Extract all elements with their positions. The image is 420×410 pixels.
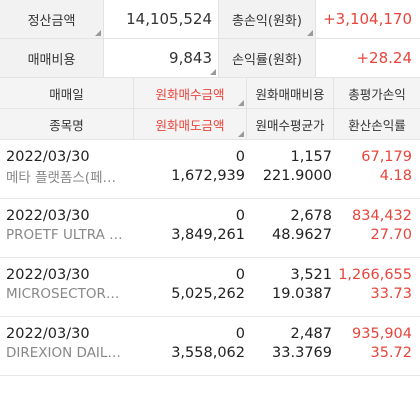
buy-amount: 0 [235, 325, 245, 342]
col-trade-date[interactable]: 매매일 [0, 78, 134, 108]
header-row-1: 매매일 원화매수금액 원화매매비용 총평가손익 [0, 78, 420, 109]
trading-cost-label: 매매비용 [0, 39, 104, 77]
trade-list: 2022/03/30 0 1,157 67,179 메타 플랫폼스(페… 1,6… [0, 140, 420, 376]
avg-buy-price: 48.9627 [272, 226, 332, 243]
sell-amount: 3,849,261 [171, 226, 245, 243]
summary-row-1: 정산금액 14,105,524 총손익(원화) +3,104,170 [0, 0, 420, 38]
col-total-eval-pnl[interactable]: 총평가손익 [348, 86, 406, 102]
trade-date: 2022/03/30 [6, 148, 90, 165]
pnl-rate: 33.73 [370, 285, 412, 302]
table-row[interactable]: 2022/03/30 0 2,678 834,432 PROETF ULTRA … [0, 199, 420, 258]
trade-date: 2022/03/30 [6, 207, 90, 224]
buy-amount: 0 [235, 207, 245, 224]
sell-amount: 3,558,062 [171, 344, 245, 361]
stock-name: 메타 플랫폼스(페… [6, 169, 116, 186]
avg-buy-price: 33.3769 [272, 344, 332, 361]
trade-cost: 3,521 [290, 266, 332, 283]
total-eval-pnl: 834,432 [352, 207, 412, 224]
header-row-2: 종목명 원화매도금액 원매수평균가 환산손익률 [0, 109, 420, 140]
col-converted-pnl-rate[interactable]: 환산손익률 [348, 117, 406, 133]
summary-row-2: 매매비용 9,843 손익률(원화) +28.24 [0, 38, 420, 77]
total-eval-pnl: 1,266,655 [338, 266, 412, 283]
settlement-amount-value: 14,105,524 [104, 0, 219, 38]
pnl-rate: 35.72 [370, 344, 412, 361]
avg-buy-price: 221.9000 [262, 167, 332, 184]
table-row[interactable]: 2022/03/30 0 1,157 67,179 메타 플랫폼스(페… 1,6… [0, 140, 420, 199]
trade-cost: 2,678 [290, 207, 332, 224]
trade-cost: 1,157 [290, 148, 332, 165]
total-pnl-label[interactable]: 총손익(원화) [219, 0, 316, 38]
col-stock-name[interactable]: 종목명 [0, 109, 134, 139]
col-krw-trade-cost[interactable]: 원화매매비용 [247, 78, 334, 108]
pnl-rate-value: +28.24 [356, 49, 412, 67]
summary-panel: 정산금액 14,105,524 총손익(원화) +3,104,170 매매비용 … [0, 0, 420, 78]
col-krw-buy-amount[interactable]: 원화매수금액 [134, 78, 247, 108]
table-row[interactable]: 2022/03/30 0 2,487 935,904 DIREXION DAIL… [0, 317, 420, 376]
col-avg-buy-price[interactable]: 원매수평균가 [247, 109, 334, 139]
stock-name: MICROSECTOR… [6, 285, 120, 302]
stock-name: PROETF ULTRA … [6, 226, 123, 243]
trading-cost-value[interactable]: 9,843 [104, 39, 219, 77]
total-eval-pnl: 935,904 [352, 325, 412, 342]
buy-amount: 0 [235, 266, 245, 283]
sell-amount: 1,672,939 [171, 167, 245, 184]
stock-name: DIREXION DAIL… [6, 344, 121, 361]
trade-date: 2022/03/30 [6, 325, 90, 342]
avg-buy-price: 19.0387 [272, 285, 332, 302]
pnl-rate: 27.70 [370, 226, 412, 243]
buy-amount: 0 [235, 148, 245, 165]
sell-amount: 5,025,262 [171, 285, 245, 302]
settlement-amount-label[interactable]: 정산금액 [0, 0, 104, 38]
table-header: 매매일 원화매수금액 원화매매비용 총평가손익 종목명 원화매도금액 원매수평균… [0, 78, 420, 140]
total-pnl-value: +3,104,170 [323, 10, 412, 28]
trade-date: 2022/03/30 [6, 266, 90, 283]
total-eval-pnl: 67,179 [361, 148, 412, 165]
table-row[interactable]: 2022/03/30 0 3,521 1,266,655 MICROSECTOR… [0, 258, 420, 317]
col-krw-sell-amount[interactable]: 원화매도금액 [134, 109, 247, 139]
pnl-rate: 4.18 [379, 167, 412, 184]
pnl-rate-label: 손익률(원화) [219, 39, 316, 77]
trade-cost: 2,487 [290, 325, 332, 342]
